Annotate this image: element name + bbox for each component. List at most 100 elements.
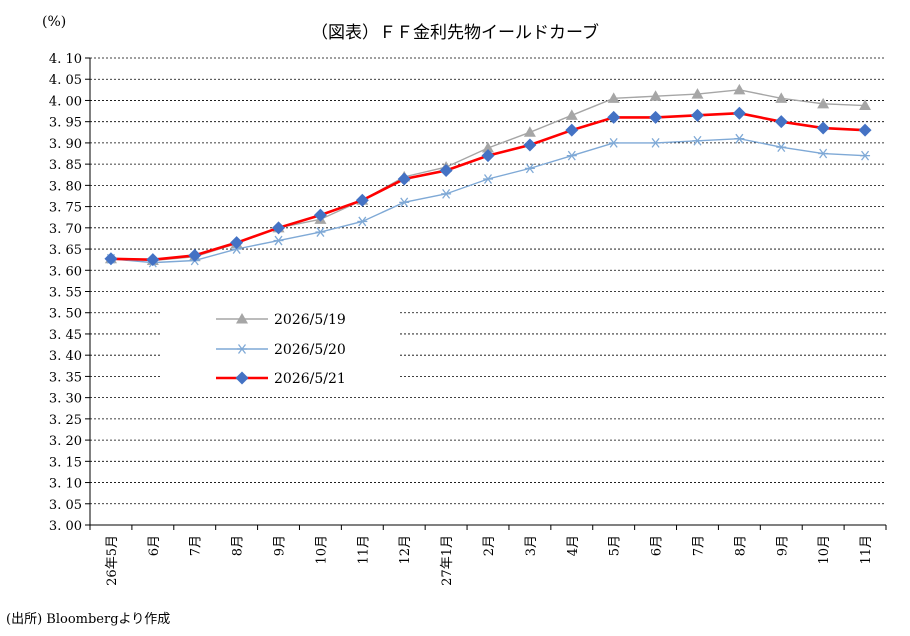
series-lines xyxy=(104,83,872,268)
y-tick-label: 3. 85 xyxy=(49,158,82,173)
data-point xyxy=(482,142,494,153)
data-point xyxy=(566,150,577,161)
x-tick-label: 26年5月 xyxy=(105,535,120,586)
data-point xyxy=(272,221,286,235)
data-point xyxy=(188,248,202,262)
data-point xyxy=(860,150,871,161)
x-tick-label: 9月 xyxy=(775,535,790,556)
x-tick-label: 8月 xyxy=(231,535,246,556)
y-tick-label: 3. 20 xyxy=(49,434,82,449)
data-point xyxy=(691,88,704,99)
data-point xyxy=(523,126,536,137)
x-axis-ticks: 26年5月 6月 7月 8月 9月 10月 11月 12月 27年1月 2月 3月 4月 5月 6月 7月 8… xyxy=(89,524,887,586)
y-axis-unit-label: (%) xyxy=(42,14,66,30)
data-point xyxy=(732,106,746,120)
legend-item: 2026/5/21 xyxy=(216,371,346,387)
y-tick-label: 3. 00 xyxy=(49,519,82,534)
data-point xyxy=(441,188,452,199)
y-tick-label: 3. 40 xyxy=(49,349,82,364)
gridlines xyxy=(90,57,886,505)
legend-item: 2026/5/20 xyxy=(216,342,346,358)
x-tick-label: 8月 xyxy=(733,535,748,556)
series-2026/5/21 xyxy=(104,106,872,267)
y-tick-label: 3. 70 xyxy=(49,222,82,237)
data-point xyxy=(357,216,368,227)
x-tick-label: 2月 xyxy=(482,535,497,556)
data-point xyxy=(650,138,661,148)
series-2026/5/19 xyxy=(104,83,872,266)
y-tick-label: 3. 55 xyxy=(49,286,82,301)
data-point xyxy=(565,123,579,137)
legend-label: 2026/5/20 xyxy=(274,342,346,358)
data-point xyxy=(649,110,663,124)
x-tick-label: 27年1月 xyxy=(440,535,455,586)
data-point xyxy=(607,110,621,124)
y-tick-label: 3. 30 xyxy=(49,392,82,407)
chart-title: （図表）ＦＦ金利先物イールドカーブ xyxy=(311,22,599,43)
data-point xyxy=(523,138,537,152)
data-point xyxy=(818,148,829,159)
x-tick-label: 3月 xyxy=(524,535,539,556)
data-point xyxy=(104,252,118,266)
legend-marker xyxy=(235,371,249,385)
data-point xyxy=(524,163,535,174)
source-note: (出所) Bloombergより作成 xyxy=(6,612,171,627)
data-point xyxy=(355,193,369,207)
x-tick-label: 7月 xyxy=(691,535,706,556)
legend-marker xyxy=(237,344,247,354)
data-point xyxy=(481,149,495,163)
y-tick-label: 3. 80 xyxy=(49,179,82,194)
x-tick-label: 6月 xyxy=(147,535,162,556)
data-point xyxy=(397,172,411,186)
x-tick-label: 11月 xyxy=(356,535,371,565)
y-tick-label: 3. 90 xyxy=(49,137,82,152)
x-tick-label: 10月 xyxy=(314,535,329,565)
y-tick-label: 4. 00 xyxy=(49,94,82,109)
y-tick-label: 3. 60 xyxy=(49,264,82,279)
y-axis-ticks: 3. 00 3. 05 3. 10 3. 15 3. 20 3. 25 3. 30 3. 35… xyxy=(49,52,91,534)
y-tick-label: 3. 65 xyxy=(49,243,82,258)
x-tick-label: 9月 xyxy=(273,535,288,556)
x-tick-label: 12月 xyxy=(398,535,413,565)
data-point xyxy=(776,142,787,153)
data-point xyxy=(565,109,578,120)
data-point xyxy=(273,235,284,246)
data-point xyxy=(146,253,160,267)
y-tick-label: 3. 50 xyxy=(49,307,82,322)
data-point xyxy=(816,121,830,135)
legend-label: 2026/5/19 xyxy=(274,312,346,328)
y-tick-label: 3. 15 xyxy=(49,455,82,470)
y-tick-label: 3. 35 xyxy=(49,370,82,385)
y-tick-label: 3. 10 xyxy=(49,477,82,492)
data-point xyxy=(313,208,327,222)
data-point xyxy=(230,236,244,250)
data-point xyxy=(733,83,746,95)
data-point xyxy=(692,135,703,146)
x-tick-label: 6月 xyxy=(650,535,665,556)
data-point xyxy=(608,138,619,148)
y-tick-label: 3. 95 xyxy=(49,116,82,131)
x-tick-label: 11月 xyxy=(859,535,874,565)
data-point xyxy=(649,90,662,101)
y-tick-label: 3. 05 xyxy=(49,498,82,513)
x-tick-label: 4月 xyxy=(566,535,581,556)
y-tick-label: 3. 25 xyxy=(49,413,82,428)
x-tick-label: 10月 xyxy=(817,535,832,565)
legend-marker xyxy=(236,313,248,324)
data-point xyxy=(859,99,872,111)
data-point xyxy=(817,97,830,109)
series-line xyxy=(110,111,866,261)
data-point xyxy=(439,164,453,178)
legend-label: 2026/5/21 xyxy=(274,371,346,387)
data-point xyxy=(858,123,872,137)
y-tick-label: 3. 45 xyxy=(49,328,82,343)
x-tick-label: 7月 xyxy=(189,535,204,556)
data-point xyxy=(483,174,493,184)
data-point xyxy=(774,115,788,129)
y-tick-label: 4. 10 xyxy=(49,52,82,67)
data-point xyxy=(607,92,620,103)
data-point xyxy=(690,108,704,122)
legend: 2026/5/19 2026/5/20 2026/5/21 xyxy=(216,312,346,387)
y-tick-label: 3. 75 xyxy=(49,201,82,216)
